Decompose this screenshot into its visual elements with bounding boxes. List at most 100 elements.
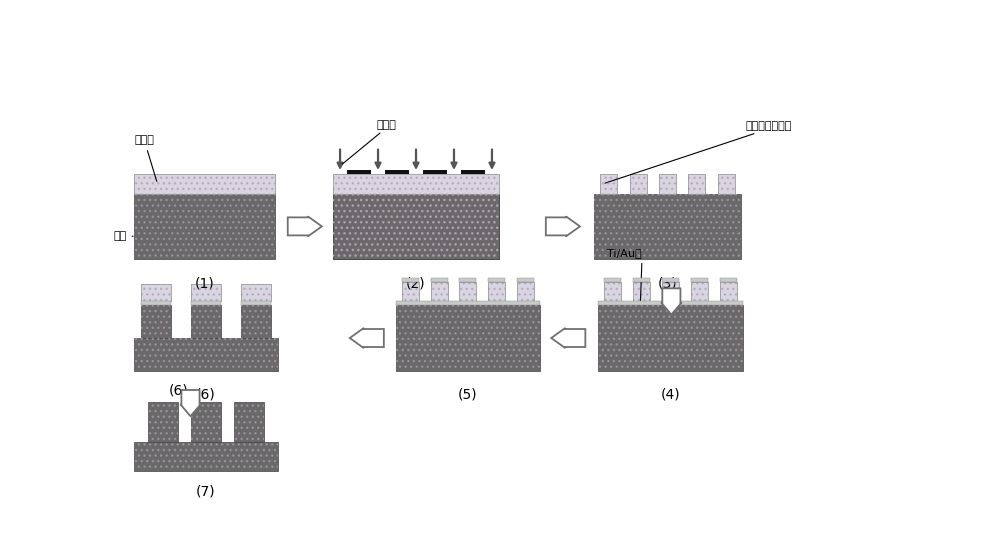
Bar	[191, 402, 221, 442]
Bar	[333, 194, 499, 259]
Bar	[141, 301, 171, 305]
Bar	[396, 305, 540, 371]
Text: (7): (7)	[196, 485, 216, 499]
Text: 掩膜版: 掩膜版	[376, 120, 396, 130]
Text: (6): (6)	[196, 388, 216, 402]
Bar	[333, 194, 499, 259]
Bar	[148, 402, 178, 442]
Bar	[720, 279, 737, 282]
Bar	[134, 194, 275, 259]
Bar	[691, 279, 708, 282]
Polygon shape	[288, 216, 322, 236]
Text: (4): (4)	[661, 388, 680, 402]
Polygon shape	[546, 216, 580, 236]
Bar	[720, 282, 737, 301]
Bar	[604, 282, 621, 301]
Bar	[459, 282, 476, 301]
Bar	[402, 279, 419, 282]
Bar	[402, 282, 419, 301]
Bar	[488, 282, 505, 301]
Bar	[191, 305, 221, 339]
Bar	[134, 174, 275, 194]
Bar	[598, 305, 743, 371]
Bar	[688, 174, 705, 194]
Bar	[241, 301, 271, 305]
Text: (3): (3)	[658, 276, 677, 290]
Bar	[662, 279, 679, 282]
Bar	[191, 284, 221, 301]
Bar	[659, 174, 676, 194]
Bar	[333, 174, 499, 194]
Bar	[402, 282, 419, 301]
Polygon shape	[551, 328, 585, 348]
Bar	[141, 284, 171, 301]
Bar	[459, 279, 476, 282]
Bar	[191, 284, 221, 301]
Text: (2): (2)	[406, 276, 426, 290]
Bar	[488, 279, 505, 282]
Bar	[134, 194, 275, 259]
Bar	[600, 174, 617, 194]
Bar	[662, 282, 679, 301]
Bar	[191, 301, 221, 305]
Bar	[234, 402, 264, 442]
Text: Ti/Au层: Ti/Au层	[607, 248, 642, 258]
Bar	[191, 305, 221, 339]
Bar	[431, 279, 448, 282]
Bar	[134, 339, 278, 371]
Bar	[241, 284, 271, 301]
Bar	[630, 174, 647, 194]
Bar	[594, 194, 741, 259]
Bar	[517, 282, 534, 301]
Polygon shape	[180, 390, 201, 416]
Bar	[333, 194, 499, 259]
Bar	[517, 282, 534, 301]
Text: (1): (1)	[195, 276, 215, 290]
Bar	[633, 279, 650, 282]
Text: 光刻胶: 光刻胶	[134, 135, 157, 181]
Bar	[718, 174, 735, 194]
Bar	[134, 339, 278, 371]
Text: 硅片: 硅片	[113, 231, 133, 241]
Bar	[633, 282, 650, 301]
Bar	[134, 442, 278, 471]
Bar	[431, 282, 448, 301]
Bar	[141, 305, 171, 339]
Bar	[461, 170, 485, 174]
Bar	[633, 282, 650, 301]
Bar	[600, 174, 617, 194]
Bar	[718, 174, 735, 194]
Bar	[630, 174, 647, 194]
Bar	[234, 402, 264, 442]
Bar	[659, 174, 676, 194]
Bar	[431, 282, 448, 301]
Bar	[662, 282, 679, 301]
Bar	[141, 305, 171, 339]
Bar	[691, 282, 708, 301]
Bar	[691, 282, 708, 301]
Bar	[148, 402, 178, 442]
Polygon shape	[661, 289, 681, 315]
Bar	[396, 301, 540, 305]
Bar	[604, 282, 621, 301]
Bar	[488, 282, 505, 301]
Bar	[385, 170, 409, 174]
Bar	[191, 402, 221, 442]
Bar	[347, 170, 371, 174]
Bar	[598, 301, 743, 305]
Text: (5): (5)	[458, 388, 478, 402]
Bar	[598, 305, 743, 371]
Bar	[134, 442, 278, 471]
Bar	[141, 284, 171, 301]
Bar	[688, 174, 705, 194]
Bar	[459, 282, 476, 301]
Bar	[241, 305, 271, 339]
Text: 曝光后的光刻胶: 曝光后的光刻胶	[745, 122, 791, 132]
Text: (6): (6)	[169, 384, 189, 398]
Bar	[396, 305, 540, 371]
Bar	[333, 194, 499, 259]
Bar	[720, 282, 737, 301]
Bar	[241, 305, 271, 339]
Polygon shape	[350, 328, 384, 348]
Bar	[594, 194, 741, 259]
